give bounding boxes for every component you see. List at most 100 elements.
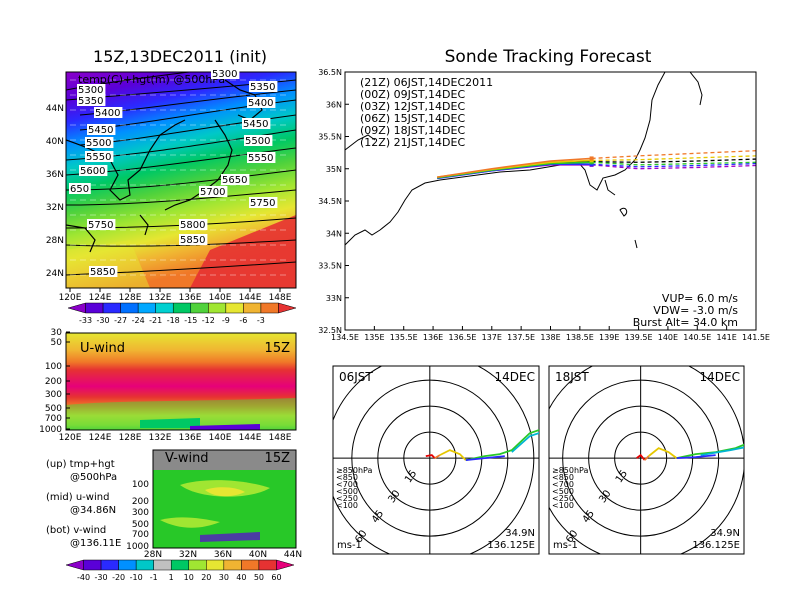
tracking-legend-entry: (06Z) 15JST,14DEC — [360, 112, 465, 125]
tracking-vdw: VDW= -3.0 m/s — [653, 304, 738, 317]
wind-colorbar-label: 30 — [219, 573, 229, 582]
tracking-x-tick-label: 141.5E — [742, 333, 770, 342]
init-contour-label: 5550 — [86, 152, 111, 163]
init-map-y-ticks: 24N 28N 32N 36N 40N 44N — [46, 104, 64, 279]
hodo-level-label: <250 — [552, 494, 574, 503]
v-wind-x-ticks: 28N 32N 36N 40N 44N — [144, 550, 302, 560]
hodo-trace — [648, 447, 678, 459]
wind-colorbar-swatch — [100, 559, 119, 571]
wind-colorbar-label: 60 — [271, 573, 281, 582]
init-colorbar-label: -18 — [167, 316, 180, 325]
hodo-level-label: ≥850hPa — [336, 466, 373, 475]
init-colorbar-swatch — [225, 302, 244, 314]
init-colorbar-swatch — [190, 302, 209, 314]
tracking-x-tick-label: 137E — [482, 333, 502, 342]
hodo-frame — [332, 365, 540, 555]
v-wind-x-tick-label: 44N — [284, 550, 302, 560]
tracking-y-tick-label: 33.5N — [318, 262, 342, 271]
v-wind-y-tick-label: 100 — [132, 480, 149, 490]
v-wind-label: V-wind — [165, 451, 209, 466]
u-wind-y-tick-label: 100 — [45, 362, 62, 372]
init-contour-label-bg — [242, 118, 271, 129]
init-colorbar-swatch — [120, 302, 139, 314]
init-x-tick-label: 148E — [269, 293, 292, 303]
init-colorbar-label: -9 — [222, 316, 230, 325]
tracking-series-dash — [591, 150, 756, 160]
tracking-x-tick-label: 138E — [540, 333, 560, 342]
init-colorbar-swatch — [85, 302, 104, 314]
init-contour-label-bg — [221, 174, 250, 185]
wind-colorbar-label: -20 — [112, 573, 125, 582]
init-contour-label-bg — [247, 152, 276, 163]
tracking-legend-entry: (00Z) 09JST,14DEC — [360, 88, 465, 101]
hodo-lat: 34.9N — [505, 528, 535, 539]
init-contour-label-bg — [199, 186, 228, 197]
wind-colorbar-swatch — [83, 559, 102, 571]
tracking-legend: (21Z) 06JST,14DEC2011(00Z) 09JST,14DEC(0… — [360, 76, 493, 149]
init-contour-label-bg — [211, 68, 240, 79]
tracking-map-coast — [345, 72, 703, 249]
init-x-tick-label: 144E — [239, 293, 262, 303]
v-wind-x-tick-label: 36N — [214, 550, 232, 560]
v-wind-y-tick-label: 200 — [132, 497, 149, 507]
tracking-y-tick-label: 34N — [326, 229, 342, 238]
u-wind-y-tick-label: 300 — [45, 390, 62, 400]
v-wind-y-tick-label: 500 — [132, 520, 149, 530]
v-wind-time: 15Z — [265, 451, 291, 466]
hodo-level-label: <100 — [336, 501, 358, 510]
init-contour-label: 5400 — [95, 108, 120, 119]
init-contour-label: 5750 — [250, 198, 275, 209]
u-wind-x-ticks: 120E 124E 128E 132E 136E 140E 144E 148E — [59, 433, 292, 443]
init-colorbar-label: -3 — [257, 316, 265, 325]
hodo-trace — [434, 454, 441, 459]
init-contour-label-bg — [249, 197, 278, 208]
init-contour-label: 5450 — [88, 125, 113, 136]
tracking-legend-entry: (03Z) 12JST,14DEC — [360, 100, 465, 113]
hodograph-right: 18JST 14DEC15304560≥850hPa<850<700<500<25… — [548, 365, 745, 555]
init-contour-label: 650 — [70, 184, 89, 195]
hodo-lon: 136.125E — [487, 540, 535, 551]
tracking-vup: VUP= 6.0 m/s — [662, 292, 738, 305]
tracking-x-tick-label: 135.5E — [390, 333, 418, 342]
tracking-legend-entry: (09Z) 18JST,14DEC — [360, 124, 465, 137]
u-wind-time: 15Z — [265, 341, 291, 356]
u-wind-x-tick-label: 140E — [209, 433, 232, 443]
init-contour-label-bg — [87, 124, 116, 135]
hodo-lat: 34.9N — [710, 528, 740, 539]
init-y-tick-label: 40N — [46, 137, 64, 147]
tracking-x-tick-label: 139E — [599, 333, 619, 342]
v-wind-y-tick-label: 1000 — [126, 542, 149, 552]
init-colorbar-label: -30 — [97, 316, 110, 325]
hodo-trace — [676, 454, 716, 460]
tracking-y-tick-label: 36.5N — [318, 68, 342, 77]
tracking-x-tick-label: 138.5E — [566, 333, 594, 342]
init-contour-label: 5350 — [78, 96, 103, 107]
u-wind-y-tick-label: 700 — [45, 414, 62, 424]
init-contour-label: 5850 — [180, 235, 205, 246]
hodo-inner — [333, 366, 539, 554]
hodo-trace — [425, 454, 436, 459]
init-contour-label-bg — [77, 95, 106, 106]
tracking-y-tick-label: 32.5N — [318, 326, 342, 335]
hodo-level-label: <100 — [552, 501, 574, 510]
init-x-tick-label: 136E — [179, 293, 202, 303]
hodo-level-label: <700 — [552, 480, 574, 489]
hodo-trace — [700, 446, 744, 457]
note-mid-sub: @34.86N — [70, 505, 116, 516]
hodo-level-label: ≥850hPa — [552, 466, 589, 475]
init-y-tick-label: 24N — [46, 269, 64, 279]
init-colorbar-swatch — [67, 302, 86, 314]
u-wind-x-tick-label: 148E — [269, 433, 292, 443]
wind-colorbar-swatch — [65, 559, 84, 571]
tracking-title: Sonde Tracking Forecast — [445, 47, 652, 67]
u-wind-y-tick-label: 200 — [45, 377, 62, 387]
u-wind-x-tick-label: 124E — [89, 433, 112, 443]
init-contour-label-bg — [89, 266, 118, 277]
tracking-series-dash — [591, 161, 756, 166]
hodograph-left: 06JST 14DEC15304560≥850hPa<850<700<500<25… — [332, 365, 540, 555]
init-colorbar-swatch — [278, 302, 297, 314]
wind-colorbar-label: 50 — [254, 573, 264, 582]
tracking-lines — [437, 150, 756, 180]
